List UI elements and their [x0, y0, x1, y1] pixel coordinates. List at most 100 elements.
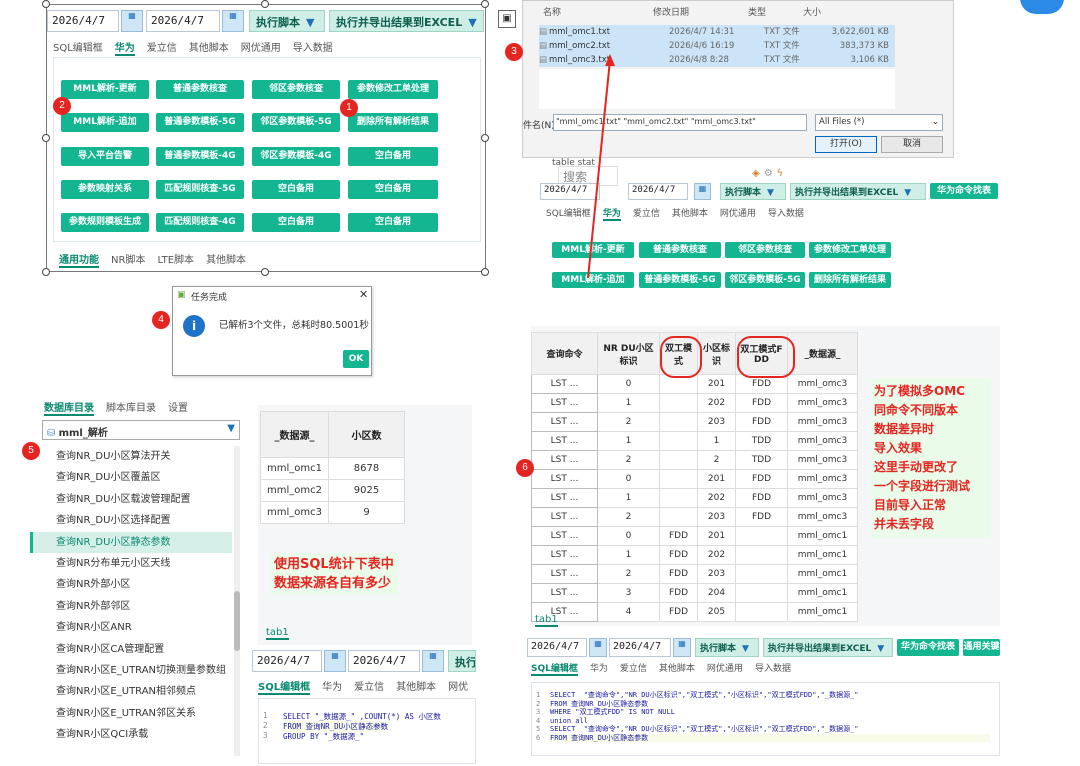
list-item[interactable]: 查询NR小区ANR: [56, 622, 132, 634]
col-modified[interactable]: 修改日期: [653, 8, 690, 18]
mml-parse-append-button[interactable]: MML解析-追加: [61, 113, 149, 132]
tab1-tab[interactable]: tab1: [535, 614, 558, 627]
list-item[interactable]: 查询NR_DU小区载波管理配置: [56, 493, 191, 505]
exec-script-button[interactable]: 执行脚本 ▼: [249, 10, 325, 32]
cell[interactable]: LST ...: [531, 564, 598, 584]
cell[interactable]: [659, 488, 698, 508]
cell[interactable]: 4: [597, 602, 660, 622]
resize-handle[interactable]: [42, 0, 50, 8]
cell[interactable]: mml_omc1: [787, 564, 858, 584]
neighbor-check-button[interactable]: 邻区参数核查: [252, 80, 340, 99]
param-check-button[interactable]: 普通参数核查: [639, 242, 721, 258]
calendar-icon[interactable]: ▦: [121, 10, 143, 32]
file-row[interactable]: ▤ mml_omc2.txt 2026/4/6 16:19 TXT 文件 383…: [539, 39, 895, 53]
col-header[interactable]: _数据源_: [260, 411, 329, 458]
resize-handle[interactable]: [261, 0, 269, 8]
calendar-icon[interactable]: ▦: [422, 650, 444, 672]
list-item[interactable]: 查询NR_DU小区选择配置: [56, 515, 171, 527]
cancel-button[interactable]: 取消: [881, 136, 943, 153]
tab-network-common[interactable]: 网优: [448, 682, 469, 693]
list-item[interactable]: 查询NR外部小区: [56, 579, 131, 591]
file-row[interactable]: ▤ mml_omc1.txt 2026/4/7 14:31 TXT 文件 3,6…: [539, 25, 895, 39]
layout-options-icon[interactable]: ▣: [498, 10, 516, 28]
huawei-find-table-button[interactable]: 华为命令找表: [930, 183, 998, 199]
ok-button[interactable]: OK: [343, 350, 369, 368]
file-row[interactable]: ▤ mml_omc3.txt 2026/4/8 8:28 TXT 文件 3,10…: [539, 53, 895, 67]
cell[interactable]: FDD: [735, 393, 788, 413]
cell[interactable]: mml_omc1: [787, 602, 858, 622]
cell[interactable]: 203: [697, 412, 736, 432]
cell[interactable]: 1: [697, 431, 736, 451]
calendar-icon[interactable]: ▦: [673, 638, 691, 657]
cell[interactable]: 202: [697, 488, 736, 508]
exec-script-button[interactable]: 执行: [448, 650, 476, 672]
calendar-icon[interactable]: ▦: [694, 183, 711, 200]
cell[interactable]: LST ...: [531, 583, 598, 603]
cell[interactable]: mml_omc3: [787, 431, 858, 451]
tab-other-scripts[interactable]: 其他脚本: [671, 209, 708, 219]
resize-handle[interactable]: [481, 268, 489, 276]
cell[interactable]: 2: [597, 564, 660, 584]
list-item[interactable]: 查询NR小区E_UTRAN相邻频点: [56, 686, 197, 698]
list-item[interactable]: 查询NR小区QCI承载: [56, 729, 149, 741]
cell[interactable]: 201: [697, 374, 736, 394]
mml-parse-update-button[interactable]: MML解析-更新: [61, 80, 149, 99]
cell[interactable]: LST ...: [531, 526, 598, 546]
cell[interactable]: 202: [697, 393, 736, 413]
table-stat-tab[interactable]: table stat: [552, 158, 595, 168]
tab-lte-scripts[interactable]: LTE脚本: [157, 255, 195, 266]
blank-button[interactable]: 空白备用: [348, 147, 438, 166]
cell[interactable]: 0: [597, 526, 660, 546]
cell[interactable]: 203: [697, 564, 736, 584]
list-item[interactable]: 查询NR_DU小区覆盖区: [56, 472, 161, 484]
cell[interactable]: 205: [697, 602, 736, 622]
gear-icon[interactable]: ⚙: [763, 168, 777, 179]
tab-ericsson[interactable]: 爱立信: [619, 664, 647, 674]
lightning-icon[interactable]: ϟ: [776, 168, 788, 179]
cell[interactable]: mml_omc3: [787, 469, 858, 489]
tab-settings[interactable]: 设置: [168, 403, 188, 414]
exec-script-button[interactable]: 执行脚本 ▼: [720, 183, 786, 200]
cell[interactable]: LST ...: [531, 412, 598, 432]
resize-handle[interactable]: [481, 134, 489, 142]
cell[interactable]: FDD: [659, 583, 698, 603]
tab-sql-editor[interactable]: SQL编辑框: [258, 678, 311, 695]
cell[interactable]: 1: [597, 431, 660, 451]
neighbor-check-button[interactable]: 邻区参数核查: [725, 242, 805, 258]
chevron-down-icon[interactable]: ▼: [468, 16, 477, 29]
cell[interactable]: mml_omc3: [787, 412, 858, 432]
table-row[interactable]: LST ... 2 203 FDD mml_omc3: [531, 412, 858, 432]
param-check-button[interactable]: 普通参数核查: [156, 80, 244, 99]
param-mapping-button[interactable]: 参数映射关系: [61, 180, 149, 199]
table-row[interactable]: LST ... 1 202 FDD mml_omc3: [531, 393, 858, 413]
blank-button[interactable]: 空白备用: [348, 213, 438, 232]
chevron-down-icon[interactable]: ▼: [742, 644, 749, 654]
table-row[interactable]: LST ... 0 201 FDD mml_omc3: [531, 374, 858, 394]
cell[interactable]: mml_omc1: [260, 457, 329, 480]
tab-import-data[interactable]: 导入数据: [767, 209, 804, 219]
file-type-select[interactable]: All Files (*) ⌄: [815, 114, 943, 131]
calendar-icon[interactable]: ▦: [324, 650, 346, 672]
cell[interactable]: 8678: [328, 457, 405, 480]
cell[interactable]: mml_omc3: [787, 450, 858, 470]
col-name[interactable]: 名称: [543, 8, 562, 18]
cell[interactable]: mml_omc2: [260, 479, 329, 502]
cell[interactable]: FDD: [659, 602, 698, 622]
col-header[interactable]: _数据源_: [787, 332, 858, 375]
cell[interactable]: FDD: [659, 545, 698, 565]
cell[interactable]: LST ...: [531, 431, 598, 451]
list-scrollbar[interactable]: [234, 446, 240, 756]
tab-ericsson[interactable]: 爱立信: [354, 682, 385, 693]
tab1-tab[interactable]: tab1: [266, 627, 289, 640]
cell[interactable]: [659, 507, 698, 527]
calendar-icon[interactable]: ▦: [222, 10, 244, 32]
resize-handle[interactable]: [42, 134, 50, 142]
cell[interactable]: TDD: [735, 450, 788, 470]
cell[interactable]: 2: [597, 450, 660, 470]
list-item[interactable]: 查询NR外部邻区: [56, 600, 131, 612]
cell[interactable]: 9: [328, 501, 405, 524]
list-item[interactable]: 查询NR小区E_UTRAN邻区关系: [56, 707, 197, 719]
cell[interactable]: 2: [597, 507, 660, 527]
cell[interactable]: mml_omc3: [787, 507, 858, 527]
cell[interactable]: 201: [697, 469, 736, 489]
